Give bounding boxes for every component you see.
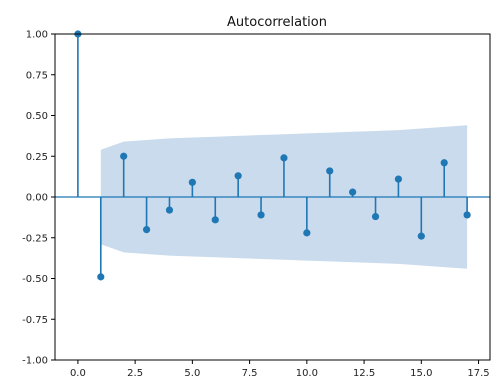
acf-point-lag-13 [371,197,380,221]
acf-marker [142,226,151,234]
acf-marker [165,206,174,214]
acf-marker [394,175,403,183]
acf-point-lag-6 [211,197,219,224]
chart-title: Autocorrelation [227,15,327,30]
acf-point-lag-15 [417,197,425,240]
acf-point-lag-8 [257,197,265,219]
y-tick-label: 0.00 [26,193,48,204]
x-tick-label: 17.5 [467,368,489,379]
x-tick-label: 2.5 [127,368,143,379]
acf-marker [417,232,425,240]
x-tick-label: 5.0 [184,368,200,379]
acf-point-lag-3 [142,197,151,234]
acf-point-lag-10 [303,197,311,237]
acf-marker [188,178,196,186]
acf-point-lag-4 [165,197,174,214]
acf-marker [303,229,311,237]
y-tick-label: -0.50 [22,274,48,285]
acf-marker [97,273,105,281]
acf-point-lag-17 [463,197,471,219]
stem-layer [74,30,471,281]
x-tick-label: 12.5 [353,368,375,379]
acf-marker [234,172,242,180]
y-tick-label: 1.00 [26,30,48,41]
acf-point-lag-0 [74,30,82,197]
y-tick-label: 0.75 [26,70,48,81]
y-tick-label: 0.25 [26,152,48,163]
x-axis-ticks: 0.0 2.5 5.0 7.5 10.0 12.5 15.0 17.5 [70,360,490,379]
acf-marker [120,152,128,160]
acf-point-lag-9 [280,154,288,197]
y-tick-label: -0.25 [22,233,48,244]
x-tick-label: 10.0 [296,368,318,379]
acf-point-lag-14 [394,175,403,197]
acf-marker [326,167,334,175]
y-tick-label: -1.00 [22,356,48,367]
x-tick-label: 15.0 [410,368,432,379]
y-tick-label: -0.75 [22,315,48,326]
acf-point-lag-2 [120,152,128,197]
acf-marker [463,211,471,219]
acf-point-lag-5 [188,178,196,197]
acf-marker [280,154,288,162]
x-tick-label: 0.0 [70,368,86,379]
x-tick-label: 7.5 [242,368,258,379]
y-axis-ticks: 1.00 0.75 0.50 0.25 0.00 -0.25 -0.50 -0.75 -1.00 [22,30,55,367]
acf-point-lag-7 [234,172,242,197]
acf-point-lag-11 [326,167,334,197]
acf-marker [440,159,448,167]
y-tick-label: 0.50 [26,111,48,122]
acf-point-lag-1 [97,197,105,281]
acf-marker [349,188,357,196]
acf-marker [211,216,219,224]
acf-point-lag-12 [349,188,357,197]
acf-point-lag-16 [440,159,448,197]
acf-marker [257,211,265,219]
acf-marker [371,212,380,221]
